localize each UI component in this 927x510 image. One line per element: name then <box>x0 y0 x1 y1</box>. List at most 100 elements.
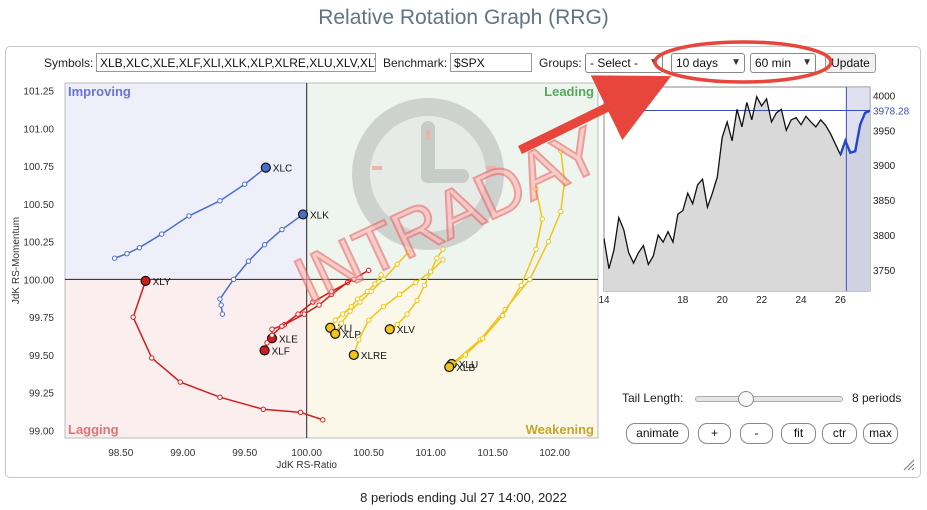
series-label-xlf: XLF <box>272 346 290 357</box>
tail-point-xly <box>130 314 136 320</box>
tail-point-xlv <box>404 311 410 317</box>
tail-point-xlb <box>533 246 539 252</box>
interval-select-value: 60 min <box>755 56 792 70</box>
tail-point-xlb <box>518 282 524 289</box>
arrow-icon <box>518 75 672 155</box>
fit-button[interactable]: fit <box>781 423 816 444</box>
tail-point-xlf <box>310 299 316 305</box>
x-axis-label: JdK RS-Ratio <box>276 460 337 471</box>
tail-point-xle <box>365 267 372 274</box>
tail-point-xlf <box>269 332 275 338</box>
head-point-xlp <box>330 328 341 339</box>
groups-select[interactable]: - Select - ▼ <box>585 53 663 73</box>
symbols-input[interactable]: XLB,XLC,XLE,XLF,XLI,XLK,XLP,XLRE,XLU,XLV… <box>96 53 376 72</box>
tail-length-value: 8 periods <box>852 391 902 405</box>
series-label-xlre: XLRE <box>361 351 387 362</box>
tail-point-xlre <box>413 279 419 286</box>
x-tick-label: 100.00 <box>291 448 322 459</box>
series-label-xli: XLI <box>337 324 352 335</box>
tail-point-xlp <box>380 276 387 283</box>
spx-x-tick: 26 <box>835 295 847 306</box>
tail-point-xli <box>378 272 384 278</box>
head-point-xly <box>140 275 151 286</box>
clock-icon <box>352 98 504 250</box>
tail-point-xlb <box>499 312 506 319</box>
zoom-out-button[interactable]: - <box>740 423 773 444</box>
tail-point-xle <box>269 326 275 332</box>
tail-point-xlf <box>328 288 335 295</box>
y-tick-label: 100.75 <box>23 162 54 173</box>
period-select[interactable]: 10 days ▼ <box>671 53 745 73</box>
spx-x-tick: 22 <box>756 295 768 306</box>
tail-point-xlv <box>440 246 446 252</box>
spx-x-tick: 18 <box>677 295 689 306</box>
page-title: Relative Rotation Graph (RRG) <box>318 6 609 29</box>
tail-point-xlk <box>279 226 285 233</box>
series-label-xly: XLY <box>153 277 171 288</box>
tail-point-xlv <box>394 322 400 328</box>
tail-point-xlc <box>111 255 118 261</box>
tail-xlu <box>451 150 566 365</box>
head-point-xlv <box>384 324 395 335</box>
x-tick-label: 101.50 <box>477 448 508 459</box>
series-label-xlb: XLB <box>456 363 475 374</box>
tail-point-xly <box>149 355 155 361</box>
tail-point-xlc <box>217 198 223 204</box>
tail-point-xly <box>297 409 304 416</box>
tail-point-xlk <box>261 241 268 248</box>
tail-point-xlb <box>533 186 539 192</box>
quadrant-label-lagging: Lagging <box>68 422 119 437</box>
spx-x-tick: 14 <box>598 295 610 306</box>
series-label-xlk: XLK <box>310 210 329 221</box>
tail-point-xlk <box>217 296 223 302</box>
max-button[interactable]: max <box>863 423 898 444</box>
slider-handle[interactable] <box>738 391 755 407</box>
tail-xlre <box>353 259 444 356</box>
tail-point-xlp <box>405 249 412 255</box>
tail-point-xlu <box>545 238 552 245</box>
y-tick-label: 100.00 <box>23 275 54 286</box>
tail-point-xli <box>332 317 338 323</box>
tail-point-xlre <box>396 291 403 298</box>
y-tick-label: 99.75 <box>29 313 54 324</box>
benchmark-input[interactable]: $SPX <box>450 53 532 72</box>
head-point-xlre <box>348 349 359 361</box>
series-label-xlp: XLP <box>342 330 361 341</box>
groups-select-value: - Select - <box>590 56 639 70</box>
animate-button[interactable]: animate <box>626 423 689 444</box>
tail-point-xlf <box>295 311 301 317</box>
tail-length-slider[interactable] <box>695 391 843 407</box>
tail-point-xlf <box>279 323 285 329</box>
center-button[interactable]: ctr <box>822 423 857 444</box>
tail-point-xlu <box>527 276 533 283</box>
y-tick-label: 100.50 <box>23 200 54 211</box>
tail-point-xlre <box>356 337 362 343</box>
tail-point-xlp <box>368 288 374 295</box>
tail-point-xlk <box>218 302 224 308</box>
tail-point-xlp <box>394 261 400 267</box>
tail-point-xlv <box>434 255 440 261</box>
x-tick-label: 100.50 <box>353 448 384 459</box>
head-point-xlk <box>297 209 309 220</box>
tail-point-xlc <box>124 251 130 257</box>
tail-point-xlu <box>561 178 568 184</box>
tail-point-xlb <box>462 352 469 358</box>
resize-handle-icon[interactable] <box>903 459 915 471</box>
tail-point-xle <box>316 302 322 308</box>
tail-point-xle <box>301 311 307 317</box>
tail-point-xlre <box>365 317 372 323</box>
tail-point-xlu <box>558 208 564 215</box>
update-button[interactable]: Update <box>825 53 876 73</box>
interval-select[interactable]: 60 min ▼ <box>750 53 816 73</box>
period-select-value: 10 days <box>676 56 719 70</box>
spx-price-line <box>603 94 846 269</box>
tail-point-xlb <box>480 335 486 341</box>
groups-label: Groups: <box>539 56 582 70</box>
tail-point-xlf <box>351 276 357 283</box>
tail-point-xlv <box>414 297 420 304</box>
tail-point-xlu <box>558 148 564 154</box>
tail-point-xly <box>260 406 267 412</box>
y-tick-label: 99.50 <box>29 351 54 362</box>
zoom-in-button[interactable]: + <box>698 423 731 444</box>
